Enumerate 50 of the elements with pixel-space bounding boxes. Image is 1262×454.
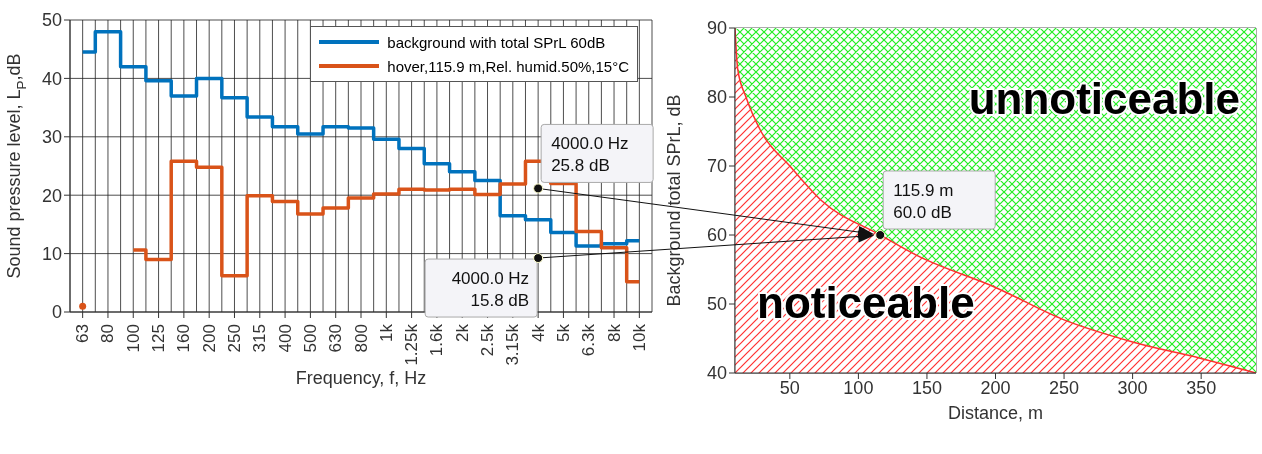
x-tick-label: 150 xyxy=(911,377,942,398)
y-tick-label: 50 xyxy=(706,294,727,315)
x-tick-label: 315 xyxy=(250,324,270,353)
y-tick-label: 0 xyxy=(51,302,62,323)
x-tick-label: 10k xyxy=(629,323,649,352)
x-tick-label: 1.6k xyxy=(427,323,447,357)
x-tick-label: 500 xyxy=(300,324,320,353)
x-tick-label: 80 xyxy=(98,324,118,343)
x-tick-label: 3.15k xyxy=(503,323,523,366)
y-tick-label: 50 xyxy=(41,10,62,31)
x-tick-label: 5k xyxy=(553,323,573,342)
y-tick-label: 20 xyxy=(41,185,62,206)
x-tick-label: 200 xyxy=(980,377,1011,398)
x-tick-label: 160 xyxy=(174,324,194,353)
y-tick-label: 30 xyxy=(41,127,62,148)
x-tick-label: 4k xyxy=(528,323,548,342)
annotation: 4000.0 Hz 15.8 dB xyxy=(451,269,530,311)
x-tick-label: 100 xyxy=(123,324,143,353)
x-tick-label: 800 xyxy=(351,324,371,353)
x-tick-label: 8k xyxy=(604,323,624,342)
x-tick-label: 1.25k xyxy=(402,323,422,366)
x-axis-title: Distance, m xyxy=(947,403,1044,423)
annotation: 4000.0 Hz 25.8 dB xyxy=(551,134,629,176)
y-tick-label: 10 xyxy=(41,243,62,264)
x-tick-label: 630 xyxy=(326,324,346,353)
x-tick-label: 300 xyxy=(1117,377,1148,398)
x-tick-label: 350 xyxy=(1186,377,1217,398)
y-tick-label: 40 xyxy=(706,363,727,384)
x-axis-title: Frequency, f, Hz xyxy=(295,368,427,388)
x-tick-label: 400 xyxy=(275,324,295,353)
x-tick-label: 100 xyxy=(843,377,874,398)
x-tick-label: 1k xyxy=(376,323,396,342)
x-tick-label: 250 xyxy=(1049,377,1080,398)
annotation: 115.9 m 60.0 dB xyxy=(893,181,954,222)
y-tick-label: 90 xyxy=(706,18,727,39)
x-tick-label: 2.5k xyxy=(478,323,498,357)
x-tick-label: 2k xyxy=(452,323,472,342)
y-tick-label: 40 xyxy=(41,68,62,89)
legend-label: background with total SPrL 60dB xyxy=(387,33,606,51)
x-tick-label: 50 xyxy=(779,377,800,398)
x-tick-label: 63 xyxy=(73,324,93,343)
y-tick-label: 60 xyxy=(706,225,727,246)
x-tick-label: 200 xyxy=(199,324,219,353)
y-tick-label: 80 xyxy=(706,87,727,108)
legend-label: hover,115.9 m,Rel. humid.50%,15°C xyxy=(387,57,629,75)
x-tick-label: 6.3k xyxy=(579,323,599,357)
y-axis-title: Background total SPrL, dB xyxy=(664,94,684,307)
y-tick-label: 70 xyxy=(706,156,727,177)
x-tick-label: 125 xyxy=(149,324,169,353)
x-tick-label: 250 xyxy=(224,324,244,353)
